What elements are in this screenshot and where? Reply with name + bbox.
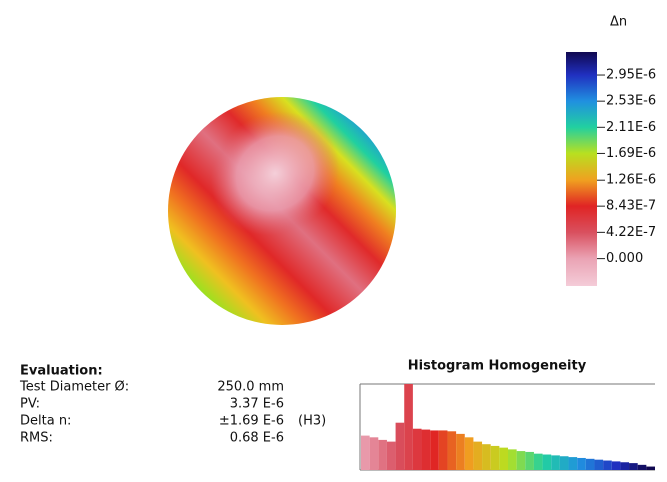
histogram-bar — [490, 445, 500, 470]
colorbar-tick-label: 0.000 — [606, 251, 643, 266]
histogram-bar — [542, 454, 552, 470]
evaluation-label: Test Diameter Ø: — [19, 380, 129, 395]
histogram-bar — [438, 430, 448, 470]
histogram-bar — [620, 462, 630, 470]
map-center — [183, 101, 367, 279]
histogram-bar — [456, 433, 465, 470]
histogram-bar — [594, 459, 604, 470]
colorbar-tick-label: 2.53E-6 — [606, 94, 656, 109]
histogram-bar — [646, 466, 655, 470]
histogram-bar — [508, 449, 517, 470]
histogram-title: Histogram Homogeneity — [408, 359, 587, 374]
histogram-bar — [629, 463, 638, 470]
histogram-bar — [378, 439, 387, 470]
histogram-bar — [568, 457, 578, 470]
histogram-bar — [585, 458, 595, 470]
histogram-bar — [361, 435, 370, 470]
histogram-bar — [603, 460, 612, 470]
histogram-bar — [559, 456, 569, 470]
histogram-bar — [412, 428, 422, 470]
histogram-bar — [386, 441, 396, 470]
histogram-bar — [369, 437, 379, 470]
histogram-bar — [404, 384, 413, 470]
evaluation-label: PV: — [20, 397, 40, 412]
histogram-bar — [637, 464, 647, 470]
colorbar-tick-label: 1.26E-6 — [606, 173, 656, 188]
histogram-bar — [482, 444, 491, 470]
histogram-bar — [525, 451, 534, 470]
histogram-bar — [551, 455, 560, 470]
histogram-bar — [464, 437, 474, 470]
evaluation-value: 0.68 E-6 — [230, 431, 284, 446]
histogram-bar — [516, 451, 526, 470]
histogram-bar — [577, 457, 586, 470]
colorbar-label: Δn — [610, 15, 627, 30]
colorbar-tick-label: 2.11E-6 — [606, 120, 656, 135]
histogram-bar — [473, 441, 483, 470]
colorbar — [566, 52, 597, 286]
colorbar-tick-label: 1.69E-6 — [606, 146, 656, 161]
colorbar-tick-label: 2.95E-6 — [606, 68, 656, 83]
evaluation-label: RMS: — [20, 431, 53, 446]
evaluation-title: Evaluation: — [20, 364, 103, 379]
phase-map — [168, 97, 396, 325]
evaluation-value: 3.37 E-6 — [230, 397, 284, 412]
colorbar-tick-label: 4.22E-7 — [606, 225, 656, 240]
evaluation-label: Delta n: — [20, 414, 71, 429]
histogram-bar — [447, 431, 457, 470]
histogram-bar — [611, 461, 621, 470]
histogram-bar — [533, 453, 543, 470]
evaluation-value: ±1.69 E-6 — [219, 414, 284, 429]
histogram-bar — [421, 429, 431, 470]
histogram-bar — [430, 430, 439, 470]
histogram-bar — [499, 447, 508, 470]
histogram-bar — [395, 422, 405, 470]
evaluation-note: (H3) — [298, 414, 326, 429]
evaluation-value: 250.0 mm — [217, 380, 284, 395]
colorbar-tick-label: 8.43E-7 — [606, 199, 656, 214]
